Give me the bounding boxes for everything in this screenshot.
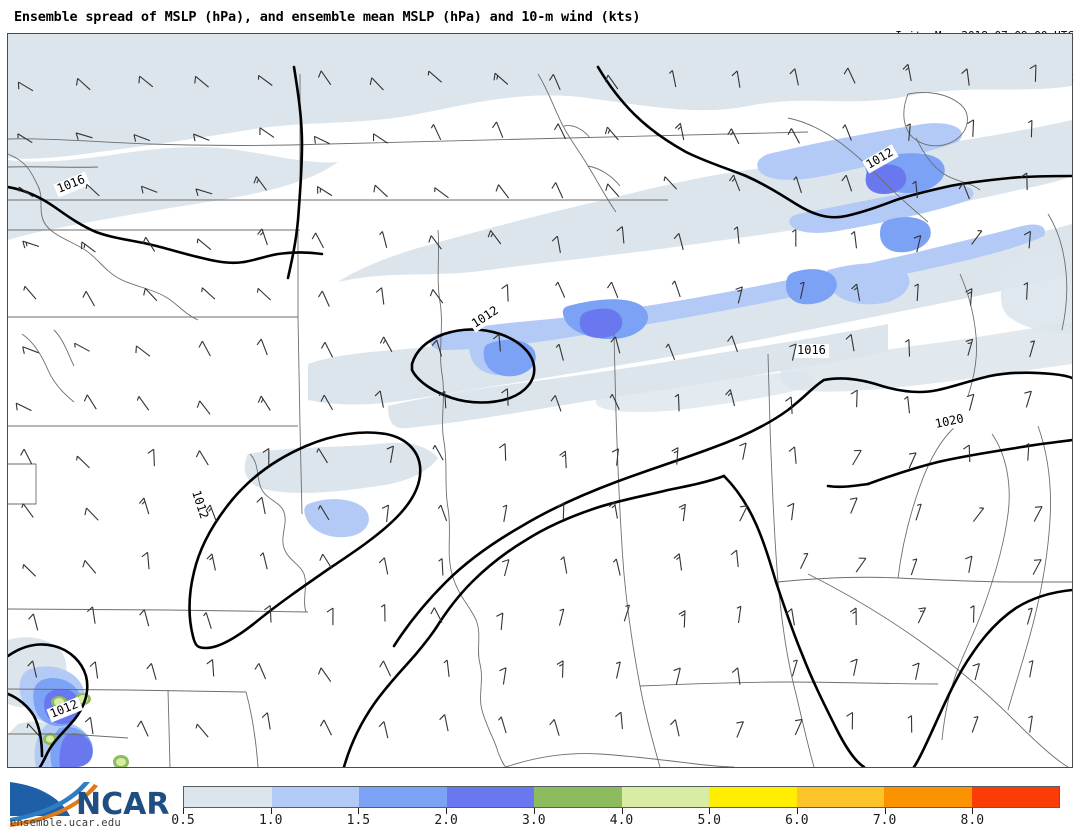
colorbar-tick-label: 1.0	[258, 813, 283, 828]
colorbar[interactable]: 0.5 1.0 1.5 2.0 3.0 4.0 5.0 6.0 7.0 8.0	[171, 786, 1060, 832]
colorbar-tick-label: 7.0	[872, 813, 897, 828]
colorbar-tick-label: 3.0	[522, 813, 546, 828]
colorbar-swatch	[359, 787, 447, 807]
map-canvas[interactable]: 1016 1012 1012 1016	[7, 33, 1073, 768]
colorbar-swatches	[183, 786, 1060, 808]
contour-label: 1016	[797, 343, 826, 357]
colorbar-tick	[884, 808, 886, 814]
colorbar-tick-label: 6.0	[785, 813, 809, 828]
colorbar-tick-labels: 0.5 1.0 1.5 2.0 3.0 4.0 5.0 6.0 7.0 8.0	[171, 813, 1060, 831]
colorbar-tick	[796, 808, 798, 814]
colorbar-tick-label: 8.0	[960, 813, 985, 828]
colorbar-swatch	[184, 787, 272, 807]
header-bar: Ensemble spread of MSLP (hPa), and ensem…	[0, 0, 1080, 84]
ncar-wordmark: NCAR	[76, 787, 169, 822]
colorbar-tick	[446, 808, 448, 814]
colorbar-tick-label: 1.5	[346, 813, 371, 828]
colorbar-ticks	[183, 808, 1060, 814]
colorbar-tick-label: 5.0	[697, 813, 721, 828]
colorbar-swatch	[971, 787, 1059, 807]
mslp-contours	[8, 65, 1072, 767]
contour-label: 1020	[934, 411, 965, 431]
page-title: Ensemble spread of MSLP (hPa), and ensem…	[14, 9, 641, 25]
ncar-logo[interactable]: NCAR	[4, 778, 174, 834]
colorbar-tick-label: 2.0	[434, 813, 458, 828]
colorbar-tick	[709, 808, 711, 814]
map-graphic: 1016 1012 1012 1016	[8, 34, 1072, 767]
colorbar-swatch	[709, 787, 797, 807]
colorbar-swatch	[796, 787, 884, 807]
colorbar-tick	[533, 808, 535, 814]
colorbar-tick-label: 0.5	[171, 813, 195, 828]
colorbar-swatch	[534, 787, 622, 807]
colorbar-tick	[621, 808, 623, 814]
ncar-url[interactable]: ensemble.ucar.edu	[10, 817, 121, 829]
colorbar-tick-label: 4.0	[609, 813, 634, 828]
footer-bar: NCAR ensemble.ucar.edu 0.5 1.0 1.5 2.0 3.0 4.…	[0, 770, 1080, 834]
colorbar-tick	[183, 808, 184, 814]
colorbar-tick	[270, 808, 272, 814]
colorbar-tick	[358, 808, 360, 814]
colorbar-swatch	[446, 787, 534, 807]
political-boundaries	[8, 73, 1072, 767]
colorbar-swatch	[271, 787, 359, 807]
colorbar-tick	[972, 808, 974, 814]
spread-shading-2p0	[44, 164, 907, 767]
colorbar-swatch	[621, 787, 709, 807]
colorbar-swatch	[884, 787, 972, 807]
